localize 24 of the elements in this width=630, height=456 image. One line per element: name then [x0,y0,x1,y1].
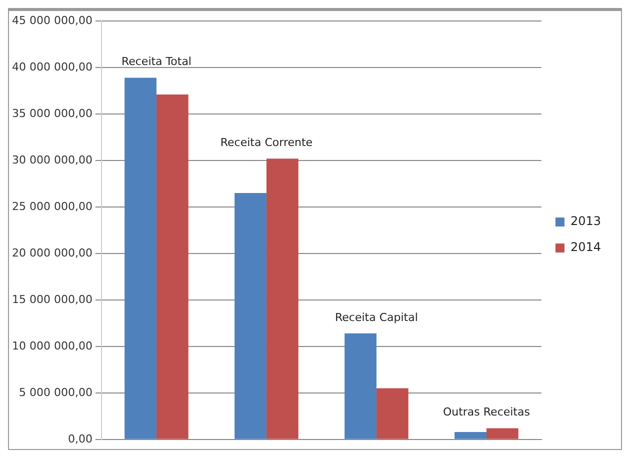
y-tick-label: 25 000 000,00 [12,200,92,213]
bar [376,388,408,439]
bar [234,193,266,439]
y-tick-label: 0,00 [68,432,92,446]
bar [486,428,518,439]
x-tick-label: Receita Corrente [220,136,313,149]
x-tick-label: Receita Total [121,55,192,68]
y-tick-label: 35 000 000,00 [12,106,92,120]
y-tick-label: 10 000 000,00 [12,339,92,352]
legend-label: 2014 [570,240,602,254]
y-tick-label: 30 000 000,00 [12,153,92,166]
y-tick-label: 20 000 000,00 [12,246,92,260]
bar [344,333,376,439]
y-tick-label: 5 000 000,00 [18,386,92,399]
y-tick-label: 40 000 000,00 [12,60,92,74]
bar [156,94,188,439]
bar [454,432,486,439]
legend-label: 2013 [570,214,602,228]
bar [266,158,298,439]
x-tick-label: Receita Capital [335,310,418,324]
y-tick-label: 45 000 000,00 [12,14,92,27]
bar [124,78,156,439]
x-tick-label: Outras Receitas [442,406,530,419]
y-tick-label: 15 000 000,00 [12,292,92,306]
